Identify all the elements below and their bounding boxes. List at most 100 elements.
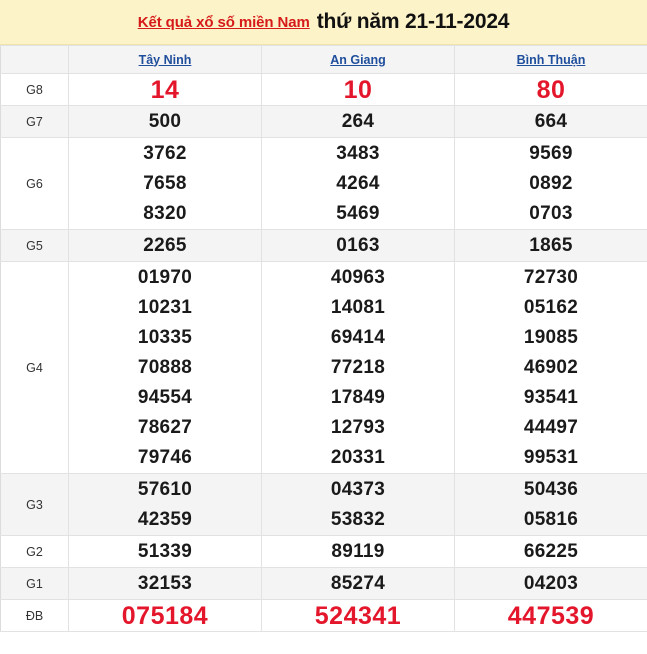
prize-cell: 57610 42359 (68, 473, 262, 536)
number-stack: 51339 (69, 537, 261, 567)
prize-cell: 14 (68, 73, 262, 106)
number-stack: 89119 (262, 537, 454, 567)
prize-label-text: G5 (26, 238, 43, 253)
prize-number: 57610 (137, 478, 193, 500)
prize-number: 94554 (137, 386, 193, 408)
prize-number: 80 (536, 75, 566, 104)
prize-cell: 075184 (68, 599, 262, 632)
prize-cell: 524341 (261, 599, 455, 632)
number-stack: 0163 (262, 231, 454, 261)
prize-number: 53832 (330, 508, 386, 530)
prize-number: 01970 (137, 266, 193, 288)
prize-number: 93541 (523, 386, 579, 408)
prize-label-text: G8 (26, 82, 43, 97)
prize-number: 85274 (330, 572, 386, 594)
page-banner: Kết quả xổ số miền Nam thứ năm 21-11-202… (0, 0, 647, 45)
prize-number: 1865 (529, 234, 573, 256)
province-header-1: An Giang (261, 45, 455, 74)
number-stack: 85274 (262, 569, 454, 599)
prize-number: 70888 (137, 356, 193, 378)
prize-number: 05816 (523, 508, 579, 530)
prize-number: 51339 (137, 540, 193, 562)
prize-cell: 89119 (261, 535, 455, 568)
number-stack: 3762 7658 8320 (69, 139, 261, 229)
table-row: G4 01970 10231 10335 70888 94554 78627 79746 409… (0, 261, 647, 474)
prize-number: 10 (343, 75, 373, 104)
number-stack: 57610 42359 (69, 475, 261, 535)
prize-label-g2: G2 (0, 535, 69, 568)
number-stack: 66225 (455, 537, 647, 567)
prize-label-g7: G7 (0, 105, 69, 138)
number-stack: 3483 4264 5469 (262, 139, 454, 229)
prize-number: 46902 (523, 356, 579, 378)
prize-cell: 01970 10231 10335 70888 94554 78627 79746 (68, 261, 262, 474)
prize-cell: 9569 0892 0703 (454, 137, 647, 230)
table-header: Tây Ninh An Giang Bình Thuận (0, 45, 647, 74)
prize-number: 075184 (121, 601, 209, 630)
header-row: Tây Ninh An Giang Bình Thuận (0, 45, 647, 74)
table-row: G2 51339 89119 66225 (0, 535, 647, 568)
prize-number: 664 (534, 110, 568, 132)
prize-cell: 0163 (261, 229, 455, 262)
prize-number: 79746 (137, 446, 193, 468)
prize-number: 17849 (330, 386, 386, 408)
lottery-results-table: Tây Ninh An Giang Bình Thuận G8 14 10 80 G7 5… (0, 45, 647, 632)
number-stack: 500 (69, 107, 261, 137)
prize-number: 4264 (336, 172, 380, 194)
province-link-tay-ninh[interactable]: Tây Ninh (138, 52, 192, 67)
prize-number: 32153 (137, 572, 193, 594)
province-link-an-giang[interactable]: An Giang (330, 52, 386, 67)
prize-cell: 3483 4264 5469 (261, 137, 455, 230)
prize-label-g5: G5 (0, 229, 69, 262)
prize-cell: 664 (454, 105, 647, 138)
prize-label-text: G3 (26, 497, 43, 512)
prize-number: 05162 (523, 296, 579, 318)
prize-label-g4: G4 (0, 261, 69, 474)
prize-number: 66225 (523, 540, 579, 562)
prize-number: 69414 (330, 326, 386, 348)
number-stack: 075184 (69, 601, 261, 631)
prize-number: 50436 (523, 478, 579, 500)
prize-cell: 10 (261, 73, 455, 106)
table-row: G7 500 264 664 (0, 105, 647, 138)
prize-label-text: G2 (26, 544, 43, 559)
prize-number: 9569 (529, 142, 573, 164)
prize-cell: 04373 53832 (261, 473, 455, 536)
table-row: G1 32153 85274 04203 (0, 567, 647, 600)
prize-label-đb: ĐB (0, 599, 69, 632)
prize-number: 42359 (137, 508, 193, 530)
prize-number: 10231 (137, 296, 193, 318)
number-stack: 14 (69, 75, 261, 105)
prize-number: 3483 (336, 142, 380, 164)
province-link-binh-thuan[interactable]: Bình Thuận (516, 52, 586, 67)
prize-cell: 51339 (68, 535, 262, 568)
prize-cell: 3762 7658 8320 (68, 137, 262, 230)
prize-label-text: G4 (26, 360, 43, 375)
prize-number: 04373 (330, 478, 386, 500)
prize-number: 44497 (523, 416, 579, 438)
prize-number: 04203 (523, 572, 579, 594)
number-stack: 664 (455, 107, 647, 137)
prize-cell: 2265 (68, 229, 262, 262)
prize-number: 264 (341, 110, 375, 132)
province-header-2: Bình Thuận (454, 45, 647, 74)
prize-cell: 500 (68, 105, 262, 138)
number-stack: 2265 (69, 231, 261, 261)
prize-cell: 264 (261, 105, 455, 138)
number-stack: 50436 05816 (455, 475, 647, 535)
prize-number: 89119 (331, 540, 385, 562)
table-row: G6 3762 7658 8320 3483 4264 5469 9569 0892 0703 (0, 137, 647, 230)
table-row: G5 2265 0163 1865 (0, 229, 647, 262)
prize-label-text: G7 (26, 114, 43, 129)
number-stack: 01970 10231 10335 70888 94554 78627 79746 (69, 263, 261, 473)
prize-number: 8320 (143, 202, 187, 224)
table-row: ĐB 075184 524341 447539 (0, 599, 647, 632)
prize-cell: 40963 14081 69414 77218 17849 12793 20331 (261, 261, 455, 474)
lottery-region-link[interactable]: Kết quả xổ số miền Nam (137, 13, 310, 31)
prize-label-g3: G3 (0, 473, 69, 536)
number-stack: 04203 (455, 569, 647, 599)
prize-number: 78627 (137, 416, 193, 438)
prize-number: 40963 (330, 266, 386, 288)
prize-label-text: G1 (26, 576, 43, 591)
